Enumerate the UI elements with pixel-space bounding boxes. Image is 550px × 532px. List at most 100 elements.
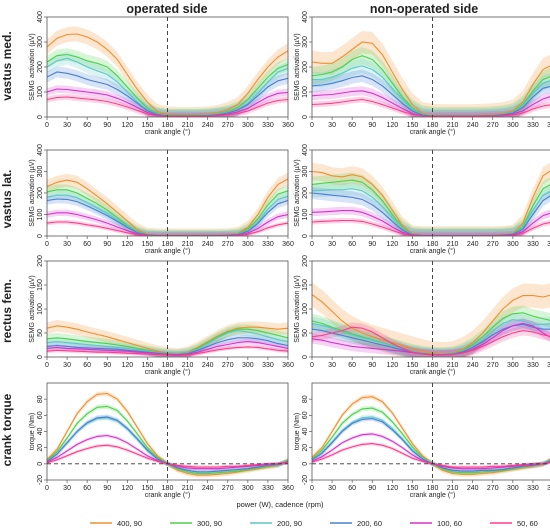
x-tick-label: 150 [142, 241, 154, 248]
x-axis-label: crank angle (°) [145, 128, 191, 136]
y-tick-label: 0 [302, 115, 309, 119]
row-title-rectus-fem: rectus fem. [0, 279, 14, 343]
y-tick-label: 200 [302, 187, 309, 199]
x-tick-label: 330 [262, 362, 274, 369]
legend-title: power (W), cadence (rpm) [236, 500, 324, 509]
series-band [47, 66, 288, 117]
y-tick-label: 0 [302, 234, 309, 238]
series-band [312, 86, 550, 117]
x-tick-label: 210 [447, 485, 459, 492]
y-axis-label: SEMG activation (µV) [294, 159, 301, 226]
y-tick-label: 80 [37, 395, 44, 403]
panel-2-0: 0 30 60 90 120 150 180 210 240 270 300 330 360 crank … [29, 255, 294, 376]
x-tick-label: 0 [310, 122, 314, 129]
x-tick-label: 210 [182, 241, 194, 248]
x-axis-label: crank angle (°) [410, 247, 456, 255]
y-tick-label: 40 [37, 428, 44, 436]
x-tick-label: 180 [162, 362, 174, 369]
x-tick-label: 240 [202, 122, 214, 129]
x-tick-label: 90 [103, 485, 111, 492]
series-band [312, 305, 550, 357]
panel-3-0: 0 30 60 90 120 150 180 210 240 270 300 330 360 crank … [29, 382, 294, 499]
series-band [312, 322, 550, 357]
panel-0-0: 0 30 60 90 120 150 180 210 240 270 300 330 360 crank … [29, 11, 294, 136]
series-band [47, 190, 288, 236]
x-tick-label: 180 [427, 485, 439, 492]
x-tick-label: 300 [507, 362, 519, 369]
series-band [312, 442, 550, 469]
y-tick-label: 200 [37, 61, 44, 73]
y-axis-label: SEMG activation (µV) [294, 33, 301, 100]
x-tick-label: 240 [467, 485, 479, 492]
x-tick-label: 120 [386, 485, 398, 492]
x-tick-label: 120 [386, 122, 398, 129]
panel-3-1: 0 30 60 90 120 150 180 210 240 270 300 330 360 crank … [294, 382, 550, 499]
series-band [312, 172, 550, 236]
x-tick-label: 360 [282, 362, 294, 369]
series-band [47, 85, 288, 117]
x-tick-label: 150 [407, 485, 419, 492]
y-tick-label: 300 [302, 36, 309, 48]
y-tick-label: 0 [302, 462, 309, 466]
series-band [312, 217, 550, 236]
x-tick-label: 0 [45, 362, 49, 369]
x-tick-label: 240 [202, 485, 214, 492]
x-tick-label: 240 [467, 122, 479, 129]
x-tick-label: 60 [348, 241, 356, 248]
x-axis-label: crank angle (°) [410, 368, 456, 376]
x-tick-label: 210 [182, 122, 194, 129]
col-title-operated: operated side [126, 2, 207, 16]
panel-1-1: 0 30 60 90 120 150 180 210 240 270 300 330 360 crank … [294, 144, 550, 255]
series-band [47, 94, 288, 117]
x-tick-label: 210 [447, 122, 459, 129]
x-tick-label: 0 [310, 485, 314, 492]
y-tick-label: 100 [302, 86, 309, 98]
x-tick-label: 150 [407, 122, 419, 129]
x-tick-label: 90 [103, 122, 111, 129]
x-tick-label: 270 [222, 122, 234, 129]
x-tick-label: 180 [427, 241, 439, 248]
x-tick-label: 360 [547, 362, 550, 369]
col-title-non-operated: non-operated side [370, 2, 478, 16]
y-axis-label: SEMG activation (µV) [294, 275, 301, 342]
x-tick-label: 270 [487, 122, 499, 129]
x-tick-label: 330 [262, 485, 274, 492]
y-axis-label: SEMG activation (µV) [29, 159, 36, 226]
series-band [312, 282, 550, 357]
x-tick-label: 150 [142, 485, 154, 492]
legend-label: 100, 60 [437, 519, 462, 528]
y-tick-label: 40 [302, 428, 309, 436]
x-tick-label: 270 [222, 241, 234, 248]
y-tick-label: 300 [37, 36, 44, 48]
x-tick-label: 90 [368, 241, 376, 248]
series-band [312, 206, 550, 236]
y-tick-label: 150 [37, 279, 44, 291]
x-tick-label: 60 [348, 122, 356, 129]
x-tick-label: 120 [386, 241, 398, 248]
x-tick-label: 150 [142, 122, 154, 129]
x-tick-label: 30 [328, 485, 336, 492]
y-tick-label: 400 [302, 11, 309, 23]
panel-data [47, 320, 288, 357]
x-tick-label: 360 [547, 122, 550, 129]
x-tick-label: 240 [467, 362, 479, 369]
y-tick-label: 100 [37, 209, 44, 221]
y-tick-label: 0 [37, 355, 44, 359]
series-band [47, 48, 288, 117]
x-tick-label: 300 [507, 122, 519, 129]
x-tick-label: 150 [142, 362, 154, 369]
series-band [47, 172, 288, 236]
y-axis-label: torque (Nm) [29, 413, 36, 450]
legend-label: 300, 90 [197, 519, 222, 528]
y-tick-label: 100 [37, 303, 44, 315]
y-tick-label: -20 [37, 475, 44, 485]
x-tick-label: 300 [507, 241, 519, 248]
y-tick-label: 300 [37, 166, 44, 178]
x-tick-label: 330 [527, 241, 539, 248]
y-tick-label: 100 [37, 86, 44, 98]
x-tick-label: 240 [202, 362, 214, 369]
x-tick-label: 270 [487, 241, 499, 248]
x-tick-label: 360 [547, 485, 550, 492]
x-tick-label: 30 [63, 362, 71, 369]
